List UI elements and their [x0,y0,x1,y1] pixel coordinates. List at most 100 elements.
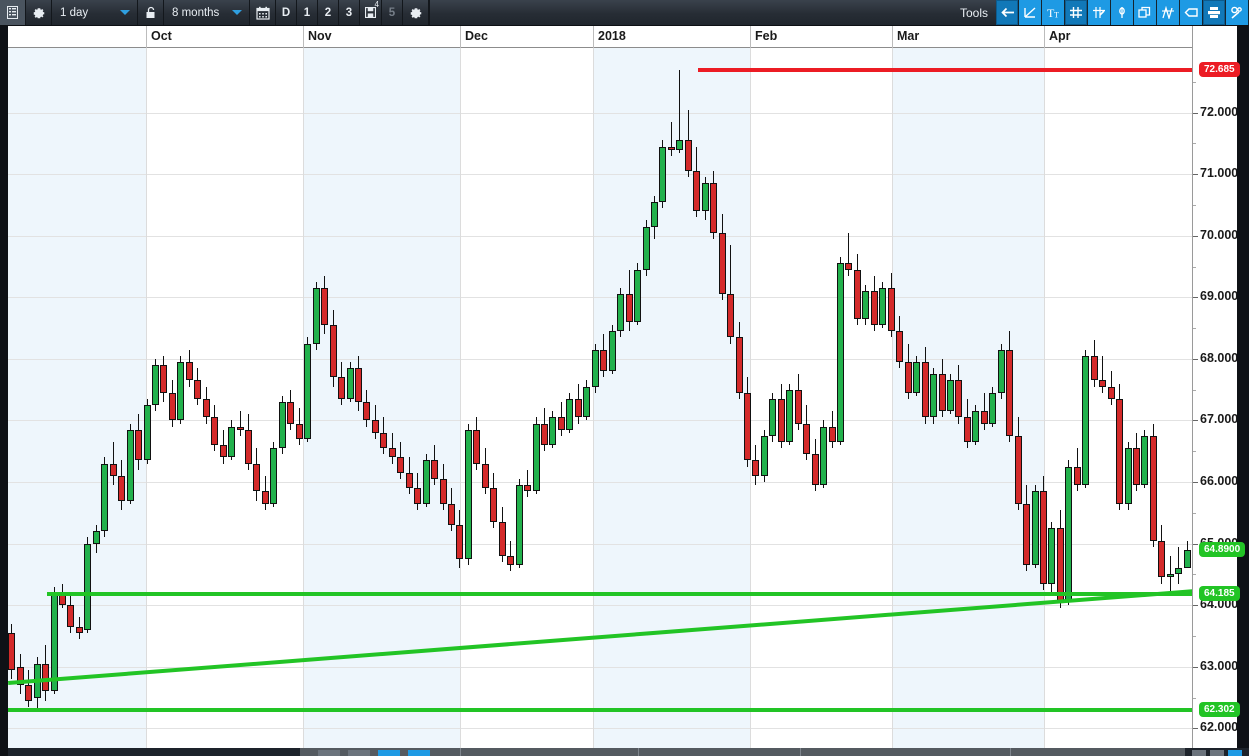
chart-settings-gear-icon[interactable] [403,0,429,25]
support-price-tag[interactable]: 64.185 [1199,585,1240,601]
last-price-tag[interactable]: 64.8900 [1199,542,1246,558]
candle-body-down [363,402,371,421]
candlestick [667,48,676,756]
candle-body-down [963,417,971,443]
vertical-line-tool[interactable] [1111,0,1134,25]
candlestick [397,48,405,756]
candlestick [278,48,287,756]
layout-button-3[interactable]: 3 [339,0,360,25]
candle-body-down [845,263,853,270]
candlestick [710,48,718,756]
candle-body-down [828,426,836,443]
candle-wick [848,232,850,276]
candlestick [828,48,837,756]
price-plot[interactable] [8,48,1192,756]
candle-body-down [194,380,202,399]
price-axis-label: 69.000 [1200,289,1239,304]
bottom-strip-button[interactable] [408,750,430,756]
pitchfork-tool[interactable] [1088,0,1111,25]
candlestick [1133,48,1141,756]
candle-body-up [862,291,870,319]
candlestick [811,48,820,756]
fib-tool[interactable] [1157,0,1180,25]
line-tool[interactable] [1019,0,1042,25]
candlestick [541,48,549,756]
bottom-toolbar-strip [0,748,1249,756]
resistance-price-tag[interactable]: 72.685 [1199,62,1240,78]
unlock-icon[interactable] [138,0,164,25]
print-tool[interactable] [1203,0,1226,25]
candle-body-up [617,294,625,332]
annotation-horizontal-line[interactable] [47,591,1192,596]
candlestick [794,48,803,756]
candle-body-up [591,349,599,387]
vertical-gridline [303,48,304,756]
time-axis-divider [750,26,751,48]
annotation-horizontal-line[interactable] [8,707,1192,712]
month-band [303,48,460,756]
candle-body-down [439,478,447,504]
candlestick [202,48,211,756]
candle-body-down [1149,435,1157,541]
interval-select[interactable]: 1 day [52,0,138,25]
candlestick [464,48,473,756]
shapes-tool[interactable] [1134,0,1157,25]
candle-body-down [1090,355,1098,381]
lower-support-price-tag[interactable]: 62.302 [1199,701,1240,717]
candlestick [642,48,651,756]
candle-body-down [490,488,498,523]
flag-tool[interactable] [1180,0,1203,25]
candlestick [1175,48,1183,756]
bottom-strip-button[interactable] [318,750,340,756]
annotation-horizontal-line[interactable] [698,68,1192,73]
bottom-strip-button[interactable] [378,750,400,756]
layout-button-2[interactable]: 2 [318,0,339,25]
candle-body-down [887,288,895,332]
layout-button-1[interactable]: 1 [297,0,318,25]
candlestick [228,48,236,756]
gear-icon[interactable] [26,0,52,25]
candlestick [803,48,811,756]
grid-tool[interactable] [1065,0,1088,25]
time-axis-label: Mar [897,29,920,43]
candle-body-down [8,632,16,670]
candle-body-down [718,232,726,295]
bottom-strip-button[interactable] [1192,750,1206,756]
list-icon[interactable] [0,0,26,25]
candle-body-up [1183,550,1191,569]
candlestick [287,48,295,756]
candle-body-up [972,411,980,443]
pointer-tool[interactable] [996,0,1019,25]
layout-button-5[interactable]: 5 [382,0,403,25]
calendar-icon[interactable] [250,0,276,25]
candlestick [8,48,16,756]
candle-body-up [786,389,794,442]
candle-body-down [236,426,244,430]
toolbar-spacer [429,0,952,25]
time-axis[interactable]: Oct Nov Dec 2018 Feb Mar Apr [8,26,1192,48]
candlestick [837,48,845,756]
time-axis-label: Oct [151,29,172,43]
bottom-strip-button[interactable] [348,750,370,756]
candlestick [371,48,380,756]
price-axis[interactable]: 72.000 71.000 70.000 69.000 68.000 67.000 66.0… [1192,26,1239,756]
candlestick [42,48,50,756]
range-select[interactable]: 8 months [164,0,250,25]
save-icon[interactable]: 4 [360,0,382,25]
candlestick [1158,48,1166,756]
candle-body-down [245,429,253,464]
vertical-gridline [460,48,461,756]
magic-tool[interactable] [1226,0,1249,25]
vertical-gridline [1044,48,1045,756]
bottom-strip-button[interactable] [1228,750,1242,756]
price-tick-minor [1193,389,1196,391]
candlestick [963,48,972,756]
candlestick [101,48,109,756]
layout-button-d[interactable]: D [276,0,297,25]
candlestick [625,48,634,756]
bottom-strip-button[interactable] [1210,750,1224,756]
candlestick [50,48,59,756]
candlestick [1116,48,1124,756]
candle-body-down [693,171,701,212]
